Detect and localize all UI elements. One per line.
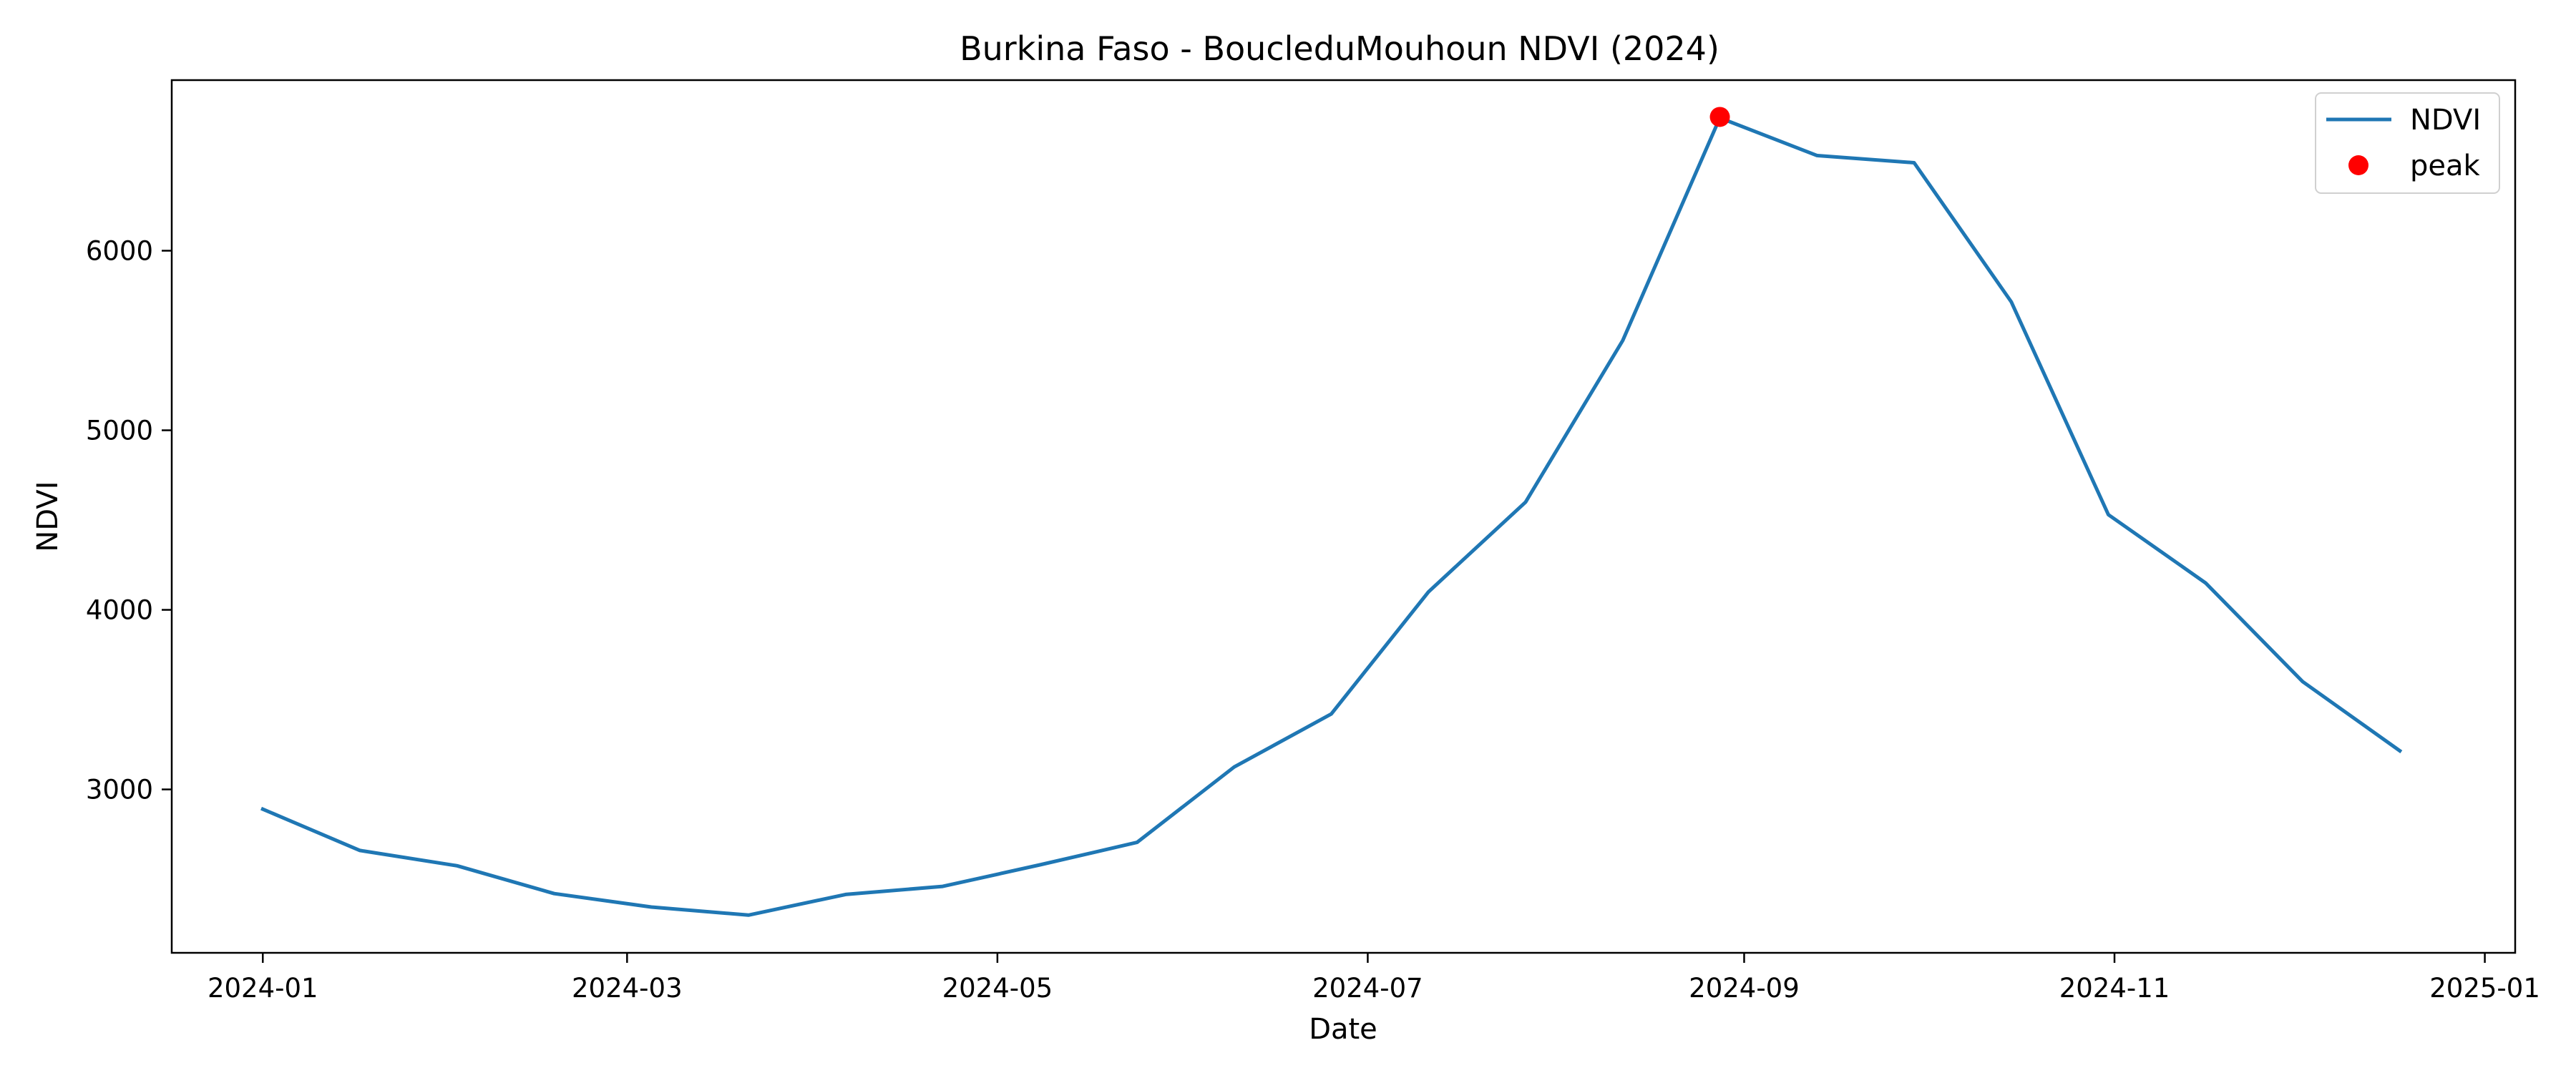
ndvi-series-line: [260, 116, 2403, 917]
x-tick-label: 2025-01: [2429, 973, 2540, 1004]
peak-point: [1709, 107, 1730, 127]
series-layer: [260, 107, 2403, 917]
y-tick-label: 6000: [86, 235, 153, 266]
chart-title: Burkina Faso - BoucleduMouhoun NDVI (202…: [960, 29, 1719, 68]
y-axis-label: NDVI: [31, 481, 64, 552]
legend-peak-label: peak: [2410, 150, 2481, 182]
y-axis: 3000 4000 5000 6000: [86, 235, 172, 805]
x-tick-label: 2024-07: [1312, 973, 1423, 1004]
y-tick-label: 4000: [86, 595, 153, 626]
y-tick-label: 5000: [86, 416, 153, 446]
x-tick-label: 2024-09: [1689, 973, 1800, 1004]
legend-ndvi-label: NDVI: [2410, 104, 2481, 137]
y-tick-label: 3000: [86, 775, 153, 805]
x-tick-label: 2024-03: [572, 973, 683, 1004]
legend: NDVI peak: [2315, 92, 2500, 194]
legend-peak-swatch: [2348, 155, 2368, 175]
x-axis-label: Date: [1309, 1013, 1377, 1046]
x-tick-label: 2024-11: [2059, 973, 2170, 1004]
x-tick-label: 2024-05: [942, 973, 1053, 1004]
x-tick-label: 2024-01: [208, 973, 318, 1004]
x-axis: 2024-01 2024-03 2024-05 2024-07 2024-09 2024-…: [208, 953, 2540, 1004]
plot-area: [170, 79, 2517, 954]
